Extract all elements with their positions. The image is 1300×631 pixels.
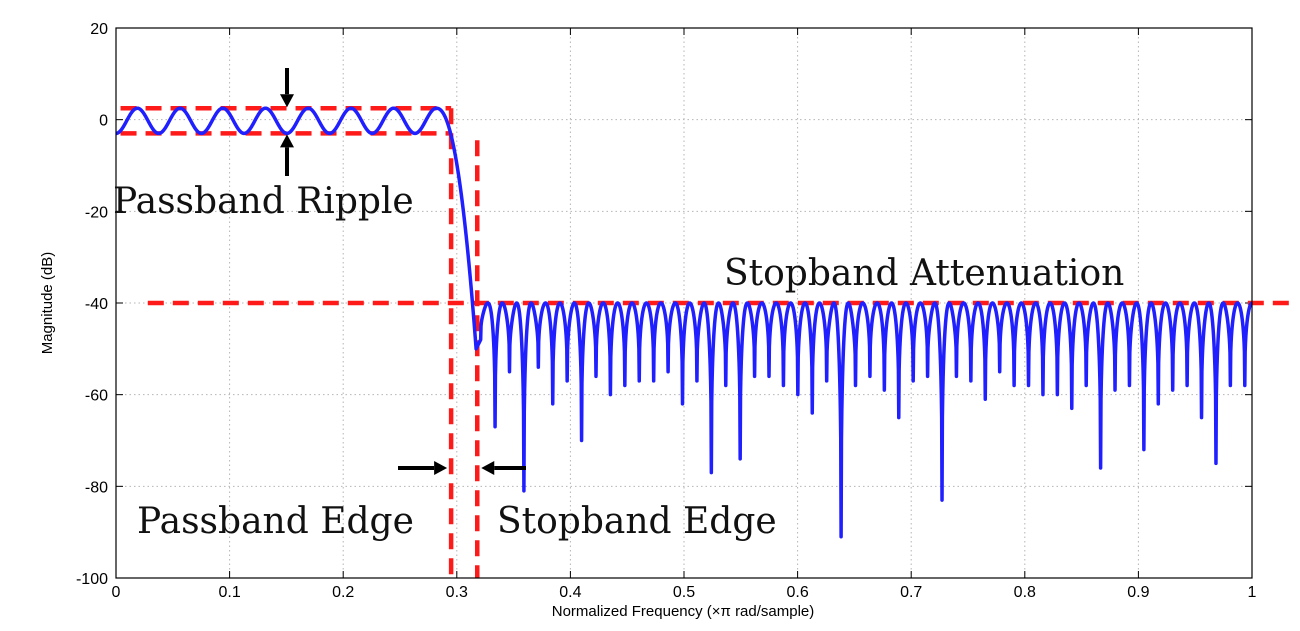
- x-tick-label: 0.8: [1014, 584, 1036, 601]
- ripple-bottom-arrow: [280, 134, 294, 176]
- ripple-top-arrow: [280, 68, 294, 108]
- y-tick-label: -40: [85, 296, 108, 313]
- y-axis-label: Magnitude (dB): [39, 252, 56, 355]
- passband-edge-label: Passband Edge: [137, 501, 414, 542]
- stopband-edge-arrow: [481, 461, 526, 475]
- arrows: [280, 68, 526, 475]
- y-tick-label: -60: [85, 388, 108, 405]
- y-tick-label: -100: [76, 571, 108, 588]
- x-tick-label: 0.5: [673, 584, 695, 601]
- y-tick-label: -80: [85, 479, 108, 496]
- ripple-top-arrow-head: [280, 94, 294, 108]
- tick-labels: 0 0.1 0.2 0.3 0.4 0.5 0.6 0.7 0.8 0.9 1 20 0 -20 -40 -6…: [76, 21, 1257, 601]
- ripple-bottom-arrow-head: [280, 134, 294, 148]
- x-tick-label: 0.4: [559, 584, 581, 601]
- x-axis-label: Normalized Frequency (×π rad/sample): [552, 603, 815, 620]
- passband-edge-arrow: [398, 461, 448, 475]
- x-tick-label: 0.6: [786, 584, 808, 601]
- stopband-attenuation-label: Stopband Attenuation: [724, 253, 1124, 294]
- x-tick-label: 0: [112, 584, 121, 601]
- x-tick-label: 0.9: [1127, 584, 1149, 601]
- passband-ripple-label: Passband Ripple: [113, 181, 414, 222]
- stopband-edge-label: Stopband Edge: [497, 501, 777, 542]
- y-tick-label: 20: [90, 21, 108, 38]
- y-tick-label: 0: [99, 113, 108, 130]
- x-tick-label: 0.7: [900, 584, 922, 601]
- y-tick-label: -20: [85, 204, 108, 221]
- x-tick-label: 0.1: [218, 584, 240, 601]
- x-tick-label: 1: [1248, 584, 1257, 601]
- x-tick-label: 0.3: [446, 584, 468, 601]
- magnitude-response-line: [114, 106, 1254, 539]
- plot-frame: [115, 27, 1253, 579]
- stopband-edge-arrow-head: [481, 461, 495, 475]
- passband-edge-arrow-head: [434, 461, 448, 475]
- x-tick-label: 0.2: [332, 584, 354, 601]
